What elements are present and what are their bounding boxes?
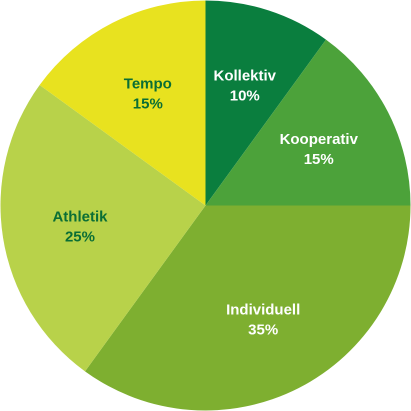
- slice-percent: 25%: [65, 228, 95, 245]
- pie-label-individuell: Individuell 35%: [226, 302, 300, 339]
- pie-label-kollektiv: Kollektiv 10%: [214, 68, 277, 105]
- pie-slice-athletik: [0, 85, 206, 372]
- pie-slice-kollektiv: [205, 0, 326, 206]
- slice-name: Individuell: [226, 302, 300, 319]
- pie-labels: Kollektiv 10% Kooperativ 15% Individuell 35% A…: [52, 68, 358, 339]
- slice-name: Tempo: [124, 75, 172, 92]
- pie-label-kooperativ: Kooperativ 15%: [280, 131, 359, 168]
- slice-percent: 35%: [248, 322, 278, 339]
- pie-slice-kooperativ: [205, 39, 411, 206]
- pie-slice-tempo: [39, 0, 206, 206]
- pie-label-athletik: Athletik 25%: [52, 208, 108, 245]
- slice-percent: 10%: [230, 88, 260, 105]
- slice-percent: 15%: [304, 151, 334, 168]
- slice-name: Athletik: [52, 208, 108, 225]
- slice-name: Kollektiv: [214, 68, 277, 85]
- pie-slice-individuell: [85, 205, 411, 411]
- slice-name: Kooperativ: [280, 131, 359, 148]
- pie-label-tempo: Tempo 15%: [124, 75, 172, 112]
- slice-percent: 15%: [133, 95, 163, 112]
